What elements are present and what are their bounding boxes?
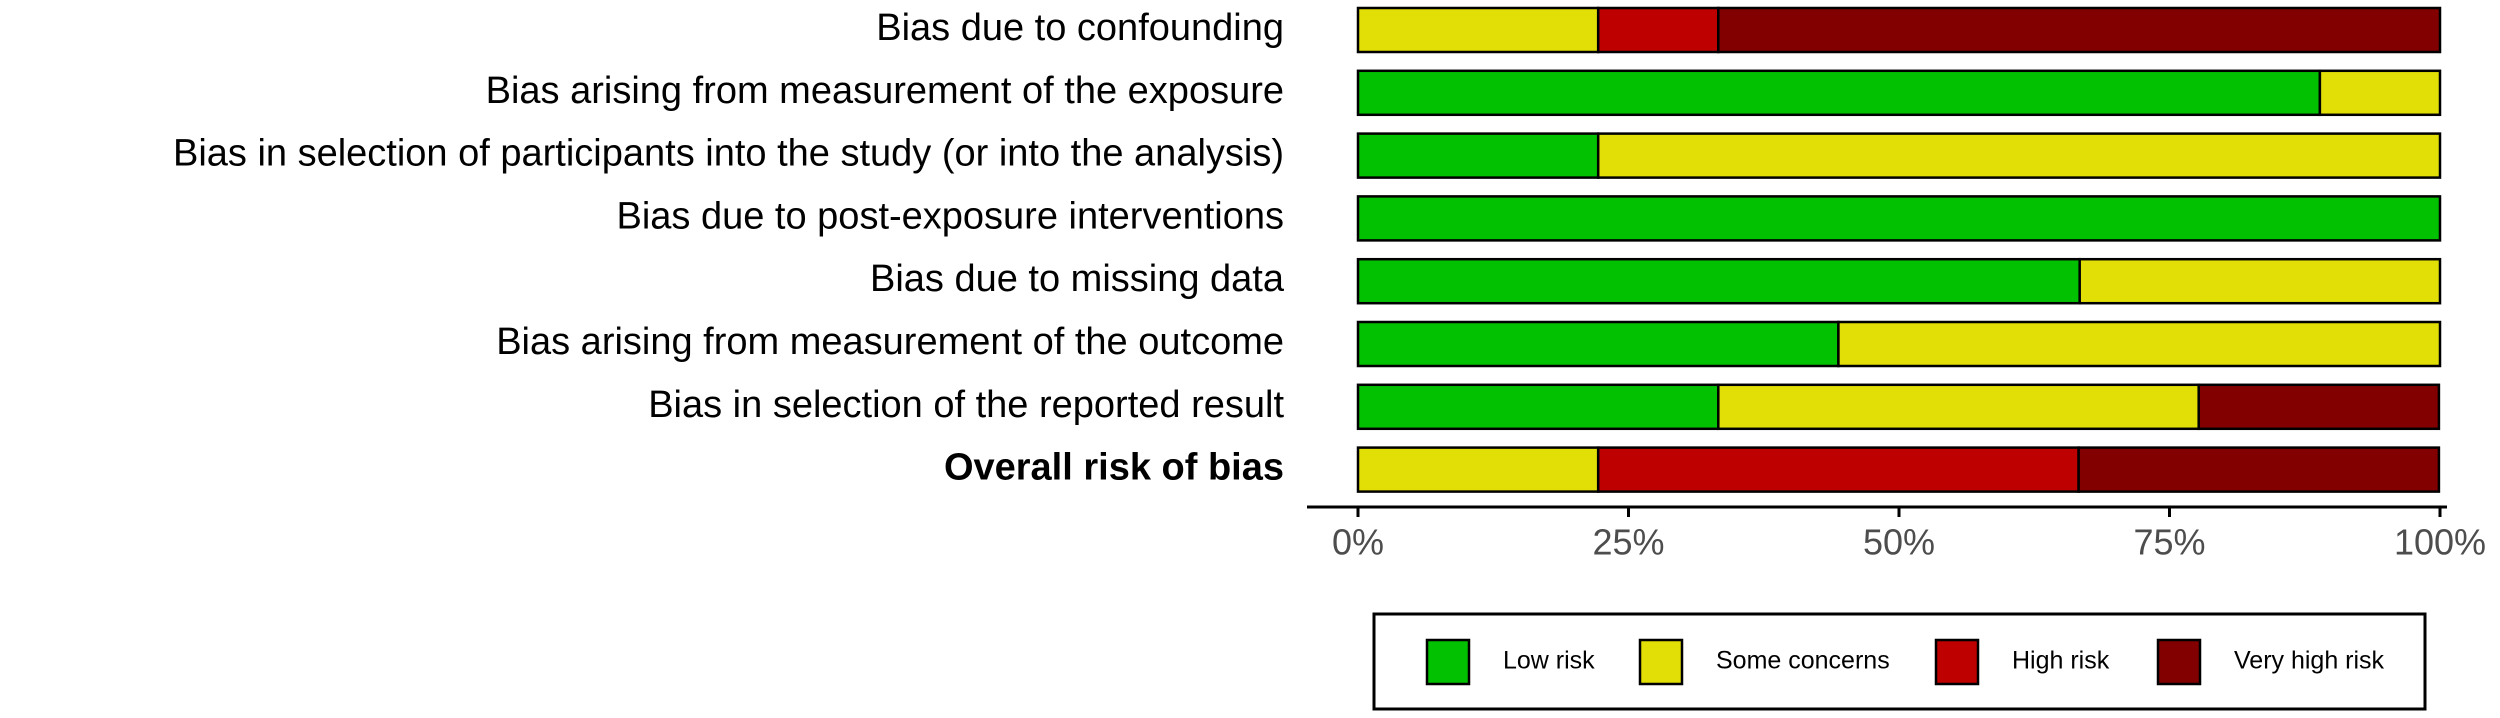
x-tick-label: 100% (2394, 522, 2486, 563)
legend-swatch (1425, 638, 1471, 686)
bar-segment (1356, 195, 2442, 242)
bar-segment (1596, 132, 2442, 179)
bar-segment (1356, 320, 1840, 368)
legend-label: High risk (2012, 647, 2110, 675)
category-label: Bias arising from measurement of the out… (496, 321, 1284, 363)
x-tick-label: 0% (1332, 522, 1384, 563)
bar-segment (1837, 320, 2442, 368)
bar-segment (1356, 446, 1600, 493)
bar-segment (1596, 6, 1720, 54)
bar-segment (1356, 132, 1600, 179)
bar-segment (1356, 383, 1720, 431)
legend-swatch (2156, 638, 2202, 686)
category-label: Bias due to post-exposure interventions (616, 195, 1284, 237)
bar-segment (1596, 446, 2080, 493)
category-label: Bias due to missing data (870, 258, 1285, 300)
category-label: Bias due to confounding (876, 7, 1284, 49)
category-label: Bias in selection of participants into t… (173, 133, 1284, 175)
x-tick-label: 25% (1592, 522, 1664, 563)
bar-segment (1717, 383, 2200, 431)
legend-box (1372, 612, 2427, 711)
bar-segment (1356, 257, 2081, 305)
bar-segment (1356, 6, 1600, 54)
bar-segment (1356, 69, 2322, 117)
legend-label: Some concerns (1716, 647, 1890, 675)
x-tick-label: 50% (1863, 522, 1935, 563)
category-label: Bias in selection of the reported result (648, 384, 1284, 426)
bar-segment (2078, 257, 2442, 305)
legend-label: Low risk (1503, 647, 1595, 675)
legend-swatch (1638, 638, 1684, 686)
category-label: Bias arising from measurement of the exp… (486, 70, 1284, 112)
bar-segment (2197, 383, 2441, 431)
x-tick-label: 75% (2133, 522, 2205, 563)
category-label: Overall risk of bias (944, 447, 1284, 489)
bar-segment (1717, 6, 2442, 54)
bar-segment (2077, 446, 2441, 493)
legend-label: Very high risk (2234, 647, 2385, 675)
legend-swatch (1934, 638, 1980, 686)
bar-segment (2318, 69, 2442, 117)
